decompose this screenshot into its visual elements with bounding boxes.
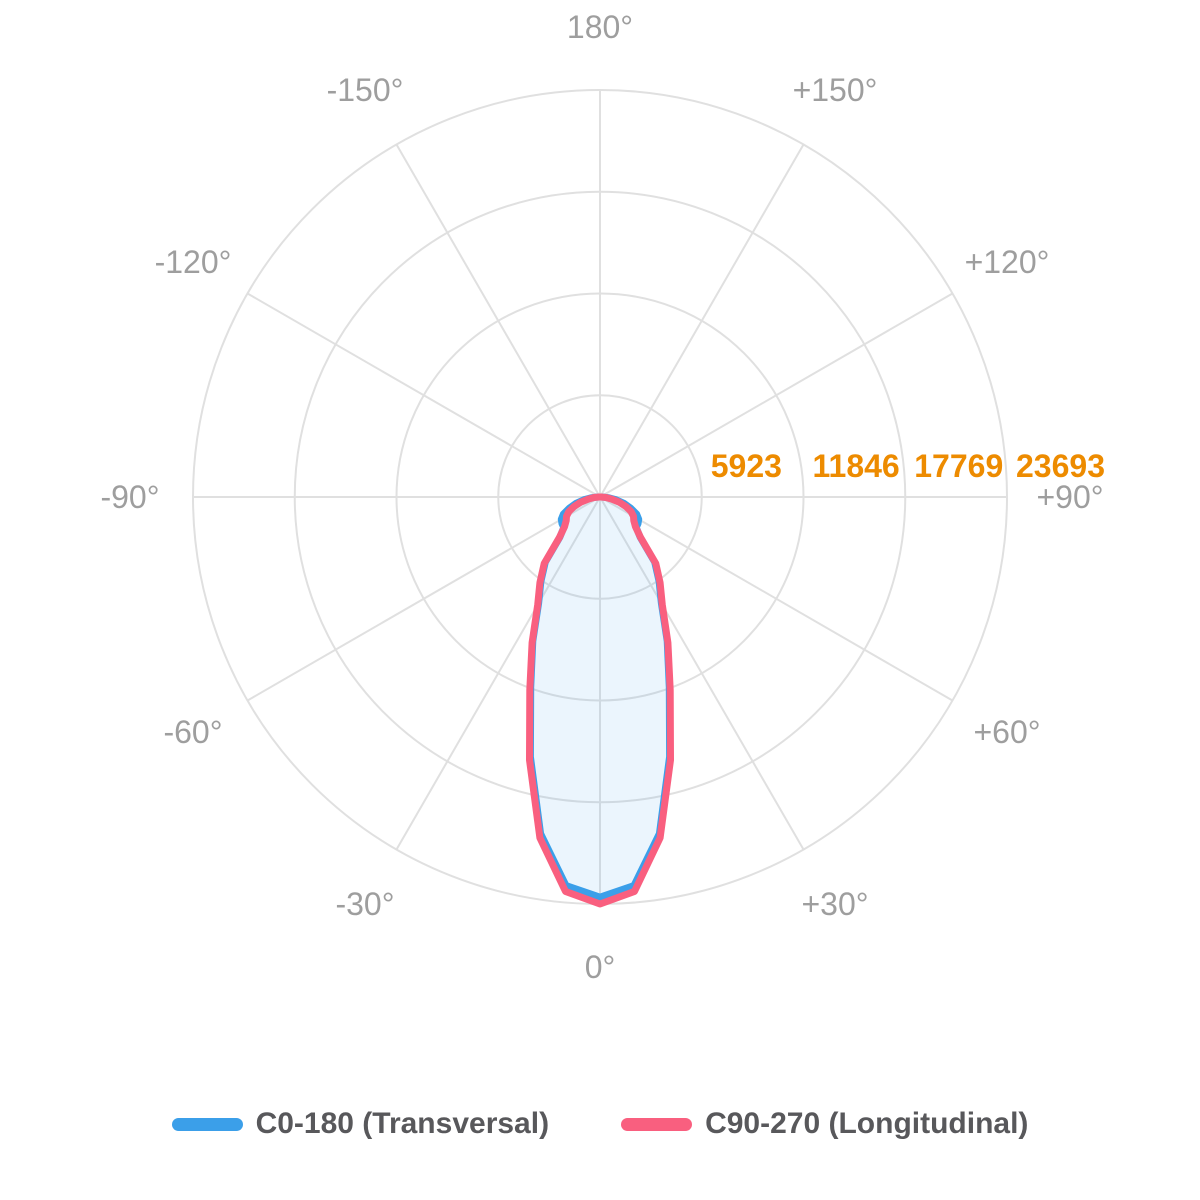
angle-label: +30° — [801, 886, 868, 922]
grid-spoke — [599, 496, 953, 702]
grid-spoke — [599, 144, 805, 498]
beam-curve-c0-180 — [526, 493, 674, 901]
angle-label: -30° — [335, 886, 394, 922]
legend-item-c90-270[interactable]: C90-270 (Longitudinal) — [621, 1107, 1028, 1141]
angle-label: +120° — [965, 244, 1050, 280]
grid-spoke — [395, 496, 601, 850]
legend-label-c90-270: C90-270 (Longitudinal) — [705, 1107, 1029, 1140]
beam-fill-c0-180 — [530, 497, 670, 898]
angle-label: -150° — [327, 72, 404, 108]
grid-spoke — [395, 144, 601, 498]
legend-swatch-c0-180 — [171, 1117, 243, 1131]
angle-label: +150° — [793, 72, 878, 108]
legend-swatch-c90-270 — [621, 1117, 693, 1131]
legend-item-c0-180[interactable]: C0-180 (Transversal) — [171, 1107, 550, 1141]
beam-curve-c90-270 — [526, 493, 674, 908]
grid-spoke — [599, 496, 805, 850]
legend-label-c0-180: C0-180 (Transversal) — [255, 1107, 550, 1140]
chart-legend: C0-180 (Transversal) C90-270 (Longitudin… — [0, 1100, 1200, 1148]
polar-chart: 0° +30° +60° +90° +120° +150° 180° -150° -120° -9… — [100, 9, 1105, 985]
angle-label: +60° — [973, 714, 1040, 750]
grid-spoke — [247, 496, 601, 702]
radial-tick-label: 23693 — [1016, 448, 1105, 484]
angle-label: -120° — [155, 244, 232, 280]
radial-tick-label: 17769 — [914, 448, 1003, 484]
angle-label: -90° — [100, 479, 159, 515]
radial-tick-label: 11846 — [813, 448, 900, 484]
angle-label: 0° — [585, 949, 616, 985]
radial-tick-label: 5923 — [711, 448, 782, 484]
angle-label: +90° — [1036, 479, 1103, 515]
polar-chart-area: 0° +30° +60° +90° +120° +150° 180° -150° -120° -9… — [100, 9, 1105, 985]
grid-spoke — [247, 292, 601, 498]
grid-spoke — [599, 292, 953, 498]
angle-label: -60° — [163, 714, 222, 750]
angle-label: 180° — [567, 9, 633, 45]
